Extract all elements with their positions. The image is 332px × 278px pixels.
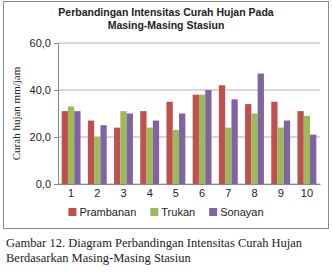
bar — [245, 104, 251, 184]
x-tick: 10 — [301, 184, 313, 199]
chart: Perbandingan Intensitas Curah Hujan Pada… — [0, 0, 332, 230]
bar — [147, 128, 153, 184]
grid-line — [58, 43, 320, 44]
bar — [297, 111, 303, 184]
bar — [231, 99, 237, 184]
x-tick-label: 5 — [173, 187, 179, 199]
x-tick: 6 — [199, 184, 205, 199]
x-axis: 1 2 3 4 5 6 7 8 9 10 — [59, 184, 321, 199]
bar — [114, 128, 120, 184]
series — [74, 74, 316, 184]
legend: Prambanan Trukan Sonayan — [68, 206, 263, 218]
x-tick: 9 — [278, 184, 284, 199]
y-tick-label: 60,0 — [30, 37, 51, 49]
bar — [94, 137, 100, 184]
bar — [120, 111, 126, 184]
y-tick-label: 40,0 — [30, 84, 51, 96]
bar — [166, 102, 172, 184]
legend-item: Trukan — [150, 206, 195, 218]
grid-line — [58, 90, 320, 91]
x-tick: 3 — [120, 184, 126, 199]
grid — [58, 43, 320, 184]
x-tick-label: 1 — [68, 187, 74, 199]
x-tick-label: 3 — [120, 187, 126, 199]
bar — [173, 130, 179, 184]
bar — [127, 114, 133, 185]
bar — [258, 74, 264, 184]
bar — [179, 114, 185, 185]
x-tick-label: 6 — [199, 187, 205, 199]
bar — [193, 95, 199, 184]
bar — [100, 125, 106, 184]
x-tick-label: 7 — [225, 187, 231, 199]
x-tick: 1 — [68, 184, 74, 199]
bar — [310, 135, 316, 184]
x-tick: 5 — [173, 184, 179, 199]
x-tick: 8 — [251, 184, 257, 199]
y-tick-mark — [54, 90, 58, 91]
caption: Gambar 12. Diagram Perbandingan Intensit… — [0, 234, 332, 266]
x-tick-label: 2 — [94, 187, 100, 199]
legend-item: Sonayan — [209, 206, 263, 218]
y-tick: 60,0 — [30, 37, 58, 49]
series — [68, 95, 310, 184]
x-tick: 7 — [225, 184, 231, 199]
bar — [251, 114, 257, 185]
y-tick-mark — [54, 184, 58, 185]
y-axis: 0,0 20,0 40,0 60,0 — [30, 37, 59, 190]
bar — [205, 90, 211, 184]
bar — [140, 111, 146, 184]
legend-swatch — [150, 208, 158, 216]
y-tick-mark — [54, 43, 58, 44]
x-tick-label: 4 — [147, 187, 153, 199]
bar — [153, 121, 159, 184]
y-tick: 0,0 — [36, 178, 58, 190]
bar — [68, 106, 74, 184]
bar — [278, 128, 284, 184]
legend-swatch — [68, 208, 76, 216]
y-axis-title: Curah hujan mm/jam — [10, 66, 22, 160]
bar — [225, 128, 231, 184]
series — [62, 85, 304, 184]
y-tick-mark — [54, 137, 58, 138]
y-tick: 40,0 — [30, 84, 58, 96]
legend-label: Trukan — [161, 206, 195, 218]
legend-item: Prambanan — [68, 206, 136, 218]
x-tick: 4 — [147, 184, 153, 199]
y-tick: 20,0 — [30, 131, 58, 143]
bars — [62, 74, 317, 184]
bar — [88, 121, 94, 184]
y-tick-label: 0,0 — [36, 178, 51, 190]
legend-label: Sonayan — [220, 206, 263, 218]
bar — [199, 95, 205, 184]
bar — [219, 85, 225, 184]
legend-swatch — [209, 208, 217, 216]
bar — [74, 111, 80, 184]
bar — [304, 116, 310, 184]
bar — [62, 111, 68, 184]
x-tick: 2 — [94, 184, 100, 199]
chart-frame — [4, 2, 329, 229]
x-tick-label: 8 — [251, 187, 257, 199]
legend-label: Prambanan — [79, 206, 136, 218]
y-axis-line — [54, 44, 59, 185]
x-tick-label: 10 — [301, 187, 313, 199]
x-axis-line — [59, 184, 321, 185]
title: Perbandingan Intensitas Curah Hujan Pada… — [58, 6, 273, 31]
x-tick-label: 9 — [278, 187, 284, 199]
bar — [284, 121, 290, 184]
bar — [271, 102, 277, 184]
y-tick-label: 20,0 — [30, 131, 51, 143]
